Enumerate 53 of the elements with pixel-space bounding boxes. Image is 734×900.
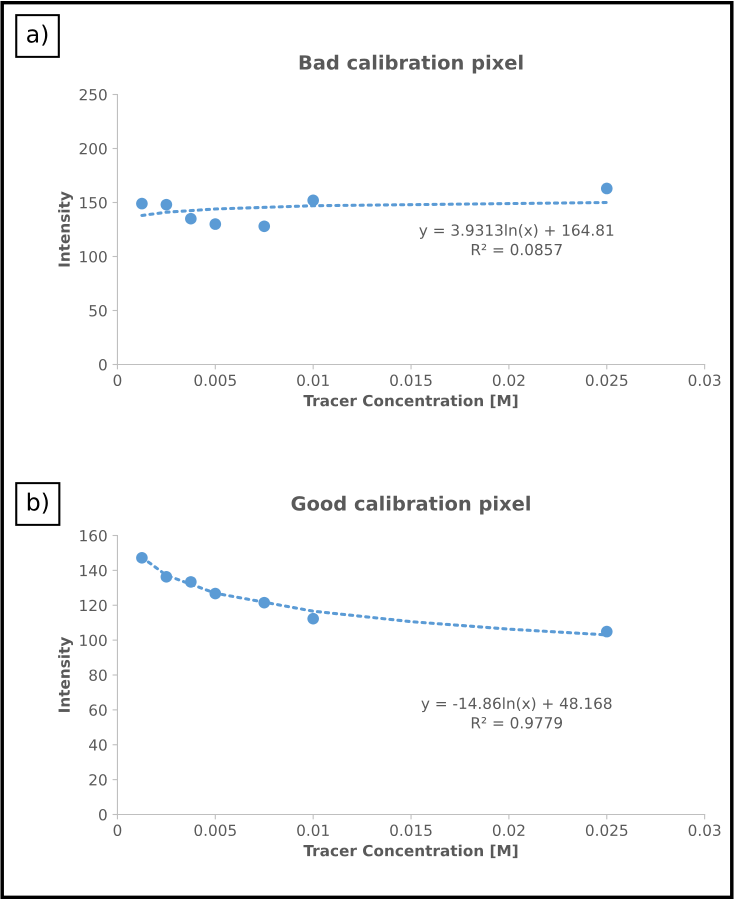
point [136,198,148,210]
x-tick-label: 0.025 [586,374,628,386]
point [209,588,222,600]
x-axis-title: Tracer Concentration [M] [303,844,518,858]
point [136,552,148,564]
point [600,626,613,638]
y-tick-label: 140 [80,564,107,576]
y-tick-label: 20 [89,774,107,786]
y-tick-label: 100 [80,250,107,263]
x-tick-label: 0 [114,374,122,386]
y-tick-label: 60 [89,704,107,716]
point [209,218,222,230]
text: b) [28,492,48,514]
point [258,596,270,608]
x-tick-label: 0 [114,824,122,836]
y-tick-label: 80 [89,669,107,682]
y-tick-label: 160 [80,530,107,542]
text: a) [27,24,48,46]
point [258,220,270,232]
point [307,194,319,206]
y-tick-label: 200 [80,142,107,155]
y-tick-label: 120 [80,600,107,612]
x-tick-label: 0.01 [297,824,329,836]
point [185,212,197,225]
annotation: y = -14.86ln(x) + 48.168 R² = 0.9779 [421,697,612,729]
point [160,571,172,583]
x-tick-label: 0.005 [194,374,236,386]
annotation: y = 3.9313ln(x) + 164.81 R² = 0.0857 [419,224,614,256]
x-tick-label: 0.025 [586,824,628,836]
chart-title: Good calibration pixel [292,496,530,515]
x-axis-title: Tracer Concentration [M] [303,394,518,408]
y-axis-title: Intensity [58,191,73,266]
y-tick-label: 150 [80,196,107,209]
y-axis-title: Intensity [58,636,73,712]
x-tick-label: 0.005 [194,824,236,836]
point [307,612,319,624]
point [160,198,172,210]
y-tick-label: 100 [80,634,107,646]
x-tick-label: 0.015 [390,824,432,836]
chart-title: Bad calibration pixel [300,54,522,74]
x-tick-label: 0.015 [390,374,432,386]
x-tick-label: 0.02 [492,374,524,386]
y-tick-label: 250 [80,88,107,101]
y-tick-label: 40 [89,739,107,751]
x-tick-label: 0.01 [297,374,329,386]
y-tick-label: 0 [99,808,107,821]
point [600,182,613,194]
x-tick-label: 0.03 [688,374,720,386]
x-tick-label: 0.03 [688,824,720,836]
point [185,576,197,588]
x-tick-label: 0.02 [492,824,524,836]
y-tick-label: 50 [89,304,107,317]
y-tick-label: 0 [99,358,107,371]
